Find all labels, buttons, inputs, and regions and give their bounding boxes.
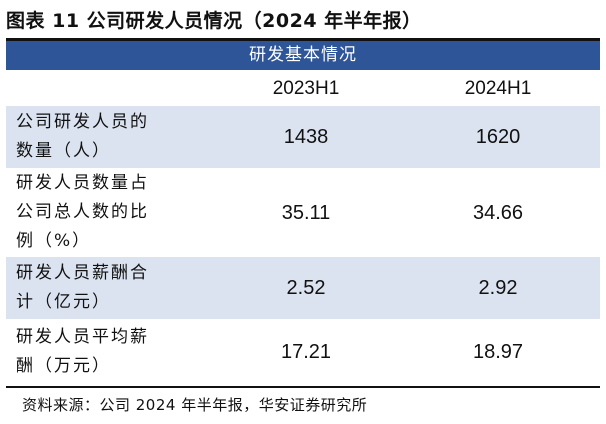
table-row-rd-ratio: 研发人员数量占 公司总人数的比 例（%） 35.11 34.66 [6, 169, 600, 257]
table-row-rd-compensation: 研发人员薪酬合 计（亿元） 2.52 2.92 [6, 257, 600, 319]
table-band-title: 研发基本情况 [6, 41, 600, 70]
row-label: 研发人员数量占 公司总人数的比 例（%） [16, 173, 149, 251]
row-label: 公司研发人员的 数量（人） [16, 112, 149, 161]
table-header-row: 2023H1 2024H1 [6, 70, 600, 106]
cell-2023h1: 2.52 [286, 277, 326, 299]
cell-2023h1: 35.11 [281, 202, 331, 224]
row-divider [6, 168, 600, 169]
figure-title: 图表 11 公司研发人员情况（2024 年半年报） [6, 10, 422, 32]
table-row-rd-headcount: 公司研发人员的 数量（人） 1438 1620 [6, 106, 600, 168]
column-header-2023h1: 2023H1 [272, 78, 340, 99]
source-note: 资料来源：公司 2024 年半年报，华安证券研究所 [22, 396, 368, 414]
table-bottom-rule [6, 386, 600, 388]
cell-2024h1: 1620 [475, 126, 521, 148]
row-divider [6, 319, 600, 320]
cell-2023h1: 17.21 [280, 341, 332, 363]
cell-2024h1: 34.66 [472, 202, 524, 224]
cell-2024h1: 18.97 [472, 341, 524, 363]
table-row-rd-avg-pay: 研发人员平均薪 酬（万元） 17.21 18.97 [6, 320, 600, 384]
cell-2024h1: 2.92 [478, 277, 518, 299]
row-label: 研发人员薪酬合 计（亿元） [16, 263, 149, 312]
title-rule [6, 38, 600, 41]
cell-2023h1: 1438 [283, 126, 329, 148]
row-label: 研发人员平均薪 酬（万元） [16, 327, 149, 376]
column-header-2024h1: 2024H1 [464, 78, 532, 99]
